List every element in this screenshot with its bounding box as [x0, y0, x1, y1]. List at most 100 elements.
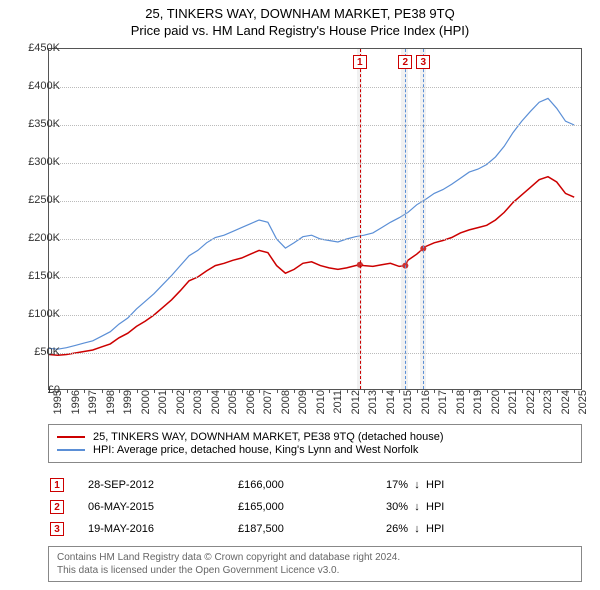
down-arrow-icon: ↓ — [408, 479, 426, 491]
x-tick — [242, 389, 243, 393]
x-axis-label: 1997 — [87, 390, 99, 420]
x-tick — [522, 389, 523, 393]
x-tick — [277, 389, 278, 393]
chart-subtitle: Price paid vs. HM Land Registry's House … — [0, 23, 600, 40]
x-axis-label: 2004 — [210, 390, 222, 420]
sale-diff-pct: 26% — [368, 523, 408, 535]
gridline — [49, 315, 581, 316]
x-tick — [347, 389, 348, 393]
x-axis-label: 1999 — [122, 390, 134, 420]
x-axis-label: 2006 — [245, 390, 257, 420]
y-axis-label: £200K — [12, 232, 60, 244]
legend-item: 25, TINKERS WAY, DOWNHAM MARKET, PE38 9T… — [57, 431, 573, 443]
sale-vs-label: HPI — [426, 479, 466, 491]
chart-title: 25, TINKERS WAY, DOWNHAM MARKET, PE38 9T… — [0, 6, 600, 23]
x-axis-label: 2000 — [140, 390, 152, 420]
x-tick — [137, 389, 138, 393]
x-tick — [364, 389, 365, 393]
x-axis-label: 2024 — [560, 390, 572, 420]
x-tick — [487, 389, 488, 393]
y-axis-label: £450K — [12, 42, 60, 54]
sale-row-marker: 1 — [50, 478, 64, 492]
gridline — [49, 125, 581, 126]
gridline — [49, 163, 581, 164]
x-axis-label: 2018 — [455, 390, 467, 420]
x-axis-label: 2001 — [157, 390, 169, 420]
x-tick — [434, 389, 435, 393]
x-axis-label: 2022 — [525, 390, 537, 420]
x-tick — [399, 389, 400, 393]
sale-diff-pct: 17% — [368, 479, 408, 491]
sale-date: 28-SEP-2012 — [88, 479, 238, 491]
x-tick — [452, 389, 453, 393]
legend-box: 25, TINKERS WAY, DOWNHAM MARKET, PE38 9T… — [48, 424, 582, 463]
x-tick — [224, 389, 225, 393]
x-tick — [382, 389, 383, 393]
footer-line-1: Contains HM Land Registry data © Crown c… — [57, 551, 573, 564]
series-line-property — [49, 177, 574, 356]
sale-row-marker: 3 — [50, 522, 64, 536]
y-axis-label: £350K — [12, 118, 60, 130]
x-axis-label: 2021 — [507, 390, 519, 420]
x-tick — [312, 389, 313, 393]
x-axis-label: 1996 — [70, 390, 82, 420]
gridline — [49, 87, 581, 88]
x-axis-label: 2014 — [385, 390, 397, 420]
title-area: 25, TINKERS WAY, DOWNHAM MARKET, PE38 9T… — [0, 0, 600, 40]
sale-row-marker: 2 — [50, 500, 64, 514]
x-axis-label: 2012 — [350, 390, 362, 420]
legend-label: HPI: Average price, detached house, King… — [93, 444, 418, 456]
y-axis-label: £50K — [12, 346, 60, 358]
x-tick — [67, 389, 68, 393]
x-tick — [189, 389, 190, 393]
sale-marker-box: 1 — [353, 55, 367, 69]
x-tick — [154, 389, 155, 393]
x-tick — [207, 389, 208, 393]
x-axis-label: 2017 — [437, 390, 449, 420]
sale-marker-box: 3 — [416, 55, 430, 69]
x-axis-label: 2013 — [367, 390, 379, 420]
series-line-hpi — [49, 98, 574, 349]
x-tick — [539, 389, 540, 393]
x-axis-label: 2025 — [577, 390, 589, 420]
x-axis-label: 2023 — [542, 390, 554, 420]
x-tick — [557, 389, 558, 393]
down-arrow-icon: ↓ — [408, 501, 426, 513]
y-axis-label: £250K — [12, 194, 60, 206]
x-tick — [259, 389, 260, 393]
sale-row: 206-MAY-2015£165,00030%↓HPI — [48, 496, 582, 518]
x-axis-label: 2016 — [420, 390, 432, 420]
footer-attribution: Contains HM Land Registry data © Crown c… — [48, 546, 582, 582]
x-tick — [417, 389, 418, 393]
sale-row: 1 28-SEP-2012£166,00017%↓HPI — [48, 474, 582, 496]
x-axis-label: 2002 — [175, 390, 187, 420]
sale-marker-line — [360, 49, 361, 389]
sale-price: £187,500 — [238, 523, 368, 535]
x-tick — [84, 389, 85, 393]
x-axis-label: 2019 — [472, 390, 484, 420]
sale-marker-line — [423, 49, 424, 389]
y-axis-label: £100K — [12, 308, 60, 320]
sale-price: £166,000 — [238, 479, 368, 491]
sales-table: 1 28-SEP-2012£166,00017%↓HPI 206-MAY-2015£… — [48, 474, 582, 540]
x-tick — [469, 389, 470, 393]
sale-diff-pct: 30% — [368, 501, 408, 513]
x-tick — [294, 389, 295, 393]
x-axis-label: 2020 — [490, 390, 502, 420]
footer-line-2: This data is licensed under the Open Gov… — [57, 564, 573, 577]
legend-item: HPI: Average price, detached house, King… — [57, 444, 573, 456]
y-axis-label: £300K — [12, 156, 60, 168]
sale-marker-box: 2 — [398, 55, 412, 69]
x-tick — [329, 389, 330, 393]
x-tick — [172, 389, 173, 393]
x-axis-label: 1995 — [52, 390, 64, 420]
sale-price: £165,000 — [238, 501, 368, 513]
x-axis-label: 2009 — [297, 390, 309, 420]
x-tick — [574, 389, 575, 393]
x-axis-label: 2003 — [192, 390, 204, 420]
y-axis-label: £400K — [12, 80, 60, 92]
x-axis-label: 2015 — [402, 390, 414, 420]
legend-swatch — [57, 449, 85, 451]
gridline — [49, 201, 581, 202]
sale-row: 319-MAY-2016£187,50026%↓HPI — [48, 518, 582, 540]
